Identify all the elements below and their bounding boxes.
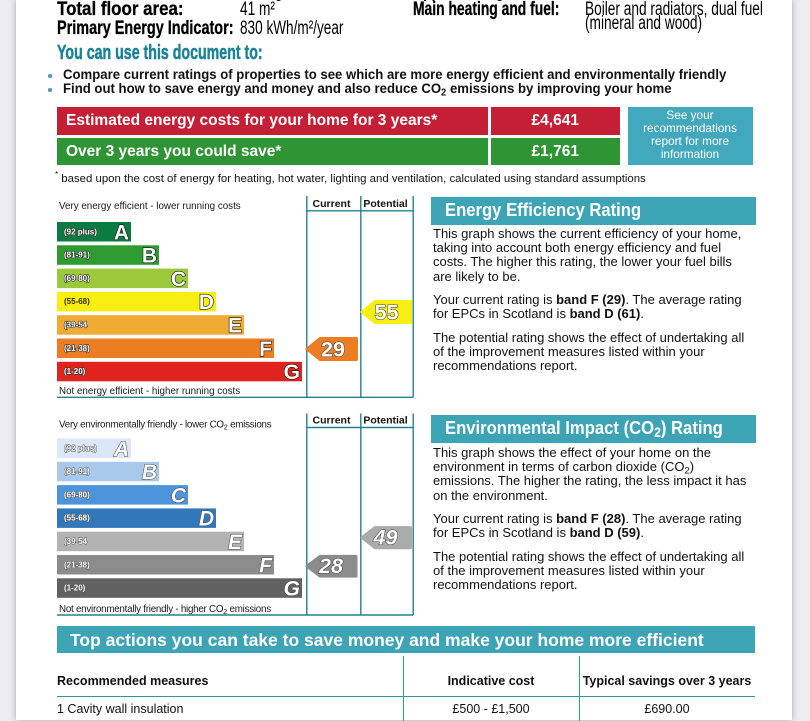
- svg-text:A: A: [114, 221, 129, 244]
- svg-text:(39-54: (39-54: [64, 537, 88, 546]
- svg-text:G: G: [284, 361, 300, 384]
- svg-text:C: C: [171, 484, 187, 507]
- svg-text:F: F: [259, 338, 272, 361]
- svg-text:(39-54: (39-54: [64, 321, 88, 330]
- svg-text:(81-91): (81-91): [64, 251, 90, 260]
- svg-text:Current: Current: [313, 198, 351, 210]
- svg-text:29: 29: [321, 338, 345, 362]
- svg-text:D: D: [199, 508, 214, 531]
- svg-text:(92 plus): (92 plus): [64, 444, 97, 453]
- svg-text:E: E: [228, 531, 243, 554]
- svg-text:(81-91): (81-91): [64, 467, 90, 476]
- svg-text:Very energy efficient - lower: Very energy efficient - lower running co…: [59, 201, 241, 212]
- svg-text:Not energy efficient - higher: Not energy efficient - higher running co…: [59, 386, 240, 397]
- svg-text:(1-20): (1-20): [64, 584, 86, 593]
- svg-text:E: E: [228, 315, 242, 338]
- svg-text:(55-68): (55-68): [64, 297, 90, 306]
- svg-text:Potential: Potential: [363, 198, 407, 210]
- svg-text:55: 55: [375, 301, 399, 325]
- svg-text:49: 49: [373, 526, 398, 550]
- svg-text:(69-80): (69-80): [64, 274, 90, 283]
- svg-text:B: B: [142, 461, 157, 484]
- svg-text:C: C: [171, 268, 186, 291]
- svg-text:Current: Current: [313, 415, 351, 427]
- svg-text:Very environmentally friendly: Very environmentally friendly - lower CO…: [59, 420, 272, 432]
- svg-text:(21-38): (21-38): [64, 344, 90, 353]
- svg-text:Potential: Potential: [363, 415, 407, 427]
- svg-text:(55-68): (55-68): [64, 514, 90, 523]
- svg-text:(1-20): (1-20): [64, 367, 86, 376]
- svg-text:B: B: [142, 245, 157, 268]
- svg-text:Not environmentally friendly -: Not environmentally friendly - higher CO…: [59, 604, 271, 616]
- svg-text:D: D: [199, 291, 214, 314]
- svg-text:G: G: [284, 578, 300, 601]
- svg-text:(92 plus): (92 plus): [64, 227, 97, 236]
- svg-text:(21-38): (21-38): [64, 560, 90, 569]
- svg-text:(69-80): (69-80): [64, 490, 90, 499]
- svg-text:F: F: [259, 554, 273, 577]
- svg-text:28: 28: [318, 554, 343, 578]
- svg-text:A: A: [113, 438, 129, 461]
